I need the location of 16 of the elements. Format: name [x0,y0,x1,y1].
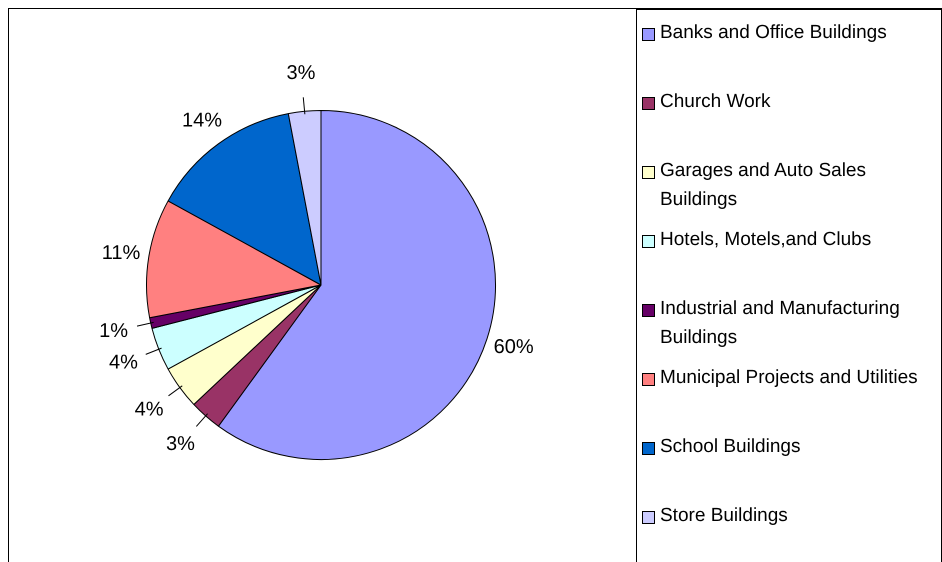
data-label: 4% [108,352,138,374]
data-label: 11% [102,242,140,264]
legend-label: Store Buildings [660,504,789,528]
data-label: 4% [134,398,164,420]
data-label: 3% [286,62,316,84]
data-label: 60% [494,336,534,358]
legend-label: School Buildings [660,435,802,459]
legend-label: Church Work [660,90,772,114]
data-label: 3% [166,432,196,455]
legend-label: Hotels, Motels,and Clubs [660,228,872,252]
legend-label: Banks and Office Buildings [660,21,888,45]
legend-label: Garages and Auto Sales Buildings [660,159,867,212]
legend-label: Municipal Projects and Utilities [660,366,919,390]
data-label: 14% [182,110,222,132]
data-label: 1% [99,320,128,342]
legend-label: Industrial and Manufacturing Buildings [660,297,901,350]
